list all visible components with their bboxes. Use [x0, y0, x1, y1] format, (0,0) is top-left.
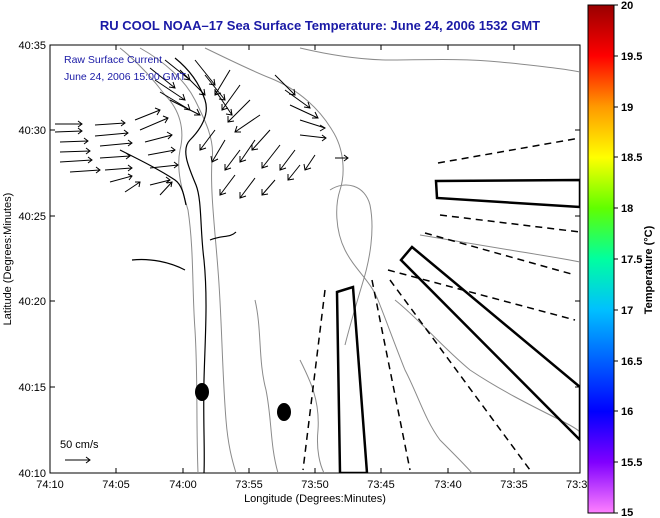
colorbar-tick-label: 20 [621, 0, 633, 12]
x-tick-label: 73:35 [500, 479, 528, 491]
annotation-line: June 24, 2006 15:00 GMT [64, 71, 187, 83]
x-tick-label: 74:10 [36, 479, 64, 491]
x-tick-label: 74:00 [169, 479, 197, 491]
sites [195, 383, 291, 421]
annotation-line: Raw Surface Current [64, 54, 162, 66]
plot-frame [49, 44, 581, 474]
colorbar: 20 19.5 19 18.5 18 17.5 17 16.5 16 15.5 … [587, 0, 655, 518]
colorbar-tick-label: 15.5 [621, 457, 642, 469]
scale-arrow [65, 456, 91, 464]
scale-label: 50 cm/s [60, 439, 99, 451]
x-axis [49, 45, 581, 473]
colorbar-tick-label: 19.5 [621, 51, 642, 63]
y-tick-label: 40:30 [18, 125, 46, 137]
colorbar-tick-labels: 20 19.5 19 18.5 18 17.5 17 16.5 16 15.5 … [621, 0, 642, 518]
x-tick-label: 73:50 [301, 479, 329, 491]
feature-polygons [335, 178, 580, 473]
map-layer [54, 47, 580, 473]
colorbar-tick-label: 18.5 [621, 152, 642, 164]
y-tick-label: 40:15 [18, 382, 46, 394]
y-tick-label: 40:35 [18, 40, 46, 52]
y-axis [50, 44, 580, 474]
dashed-lines [302, 137, 580, 471]
x-tick-label: 73:45 [367, 479, 395, 491]
coastline [119, 57, 237, 473]
colorbar-ticks [614, 4, 618, 514]
map-plot-area: 74:10 74:05 74:00 73:55 73:50 73:45 73:4… [2, 40, 587, 505]
colorbar-label: Temperature (°C) [643, 225, 655, 314]
colorbar-tick-label: 16.5 [621, 356, 642, 368]
y-tick-label: 40:10 [18, 468, 46, 480]
current-vectors [54, 59, 349, 199]
x-tick-label: 74:05 [102, 479, 130, 491]
x-tick-label: 73:3 [566, 479, 587, 491]
colorbar-tick-label: 15 [621, 507, 633, 518]
colorbar-tick-label: 17.5 [621, 254, 642, 266]
colorbar-tick-label: 19 [621, 102, 633, 114]
y-tick-label: 40:25 [18, 211, 46, 223]
y-tick-labels: 40:35 40:30 40:25 40:20 40:15 40:10 [18, 40, 46, 480]
colorbar-tick-label: 17 [621, 305, 633, 317]
y-axis-label: Latitude (Degrees:Minutes) [2, 193, 14, 326]
chart-title: RU COOL NOAA–17 Sea Surface Temperature:… [100, 18, 540, 33]
x-axis-label: Longitude (Degrees:Minutes) [244, 493, 386, 505]
x-tick-label: 73:55 [235, 479, 263, 491]
y-tick-label: 40:20 [18, 296, 46, 308]
colorbar-tick-label: 18 [621, 203, 633, 215]
x-tick-labels: 74:10 74:05 74:00 73:55 73:50 73:45 73:4… [36, 479, 587, 491]
colorbar-gradient [587, 4, 615, 514]
x-tick-label: 73:40 [434, 479, 462, 491]
colorbar-tick-label: 16 [621, 406, 633, 418]
